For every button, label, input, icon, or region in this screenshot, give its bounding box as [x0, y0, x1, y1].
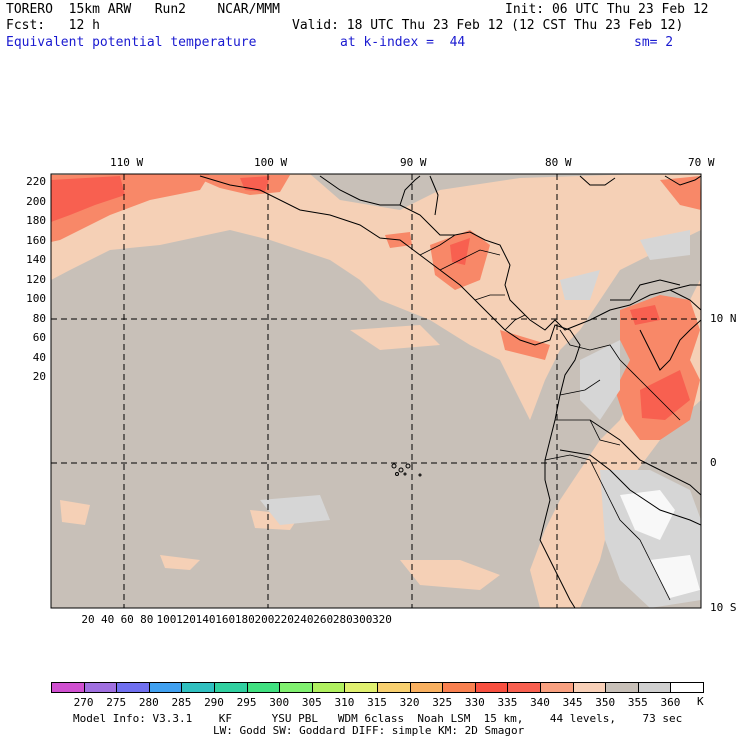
colorbar-swatch [214, 682, 248, 693]
x-tick-label: 100 [156, 613, 177, 626]
plot-frame [50, 173, 702, 609]
colorbar-swatch [572, 682, 607, 693]
colorbar-label: 325 [432, 696, 453, 709]
forecast-hour: Fcst: 12 h [6, 18, 100, 33]
smoothing-label: sm= 2 [634, 35, 674, 50]
colorbar-label: 295 [236, 696, 257, 709]
colorbar-swatch [311, 682, 346, 693]
model-title: TORERO 15km ARW Run2 NCAR/MMM [6, 2, 280, 17]
y-tick-label: 40 [32, 350, 46, 364]
x-tick-label: 140 [195, 613, 216, 626]
colorbar-label: 305 [301, 696, 322, 709]
lon-label-90w: 90 W [400, 156, 427, 169]
init-time: Init: 06 UTC Thu 23 Feb 12 [505, 2, 709, 17]
colorbar-swatch [507, 682, 541, 693]
x-tick-label: 20 [81, 613, 95, 626]
model-physics: LW: Godd SW: Goddard DIFF: simple KM: 2D… [213, 724, 525, 737]
lon-label-110w: 110 W [110, 156, 144, 169]
lat-label-10s: 10 S [710, 601, 737, 614]
colorbar-label: 340 [530, 696, 550, 709]
model-info: Model Info: V3.3.1 KF YSU PBL WDM 6class… [73, 712, 683, 725]
colorbar-label: 290 [204, 696, 224, 709]
colorbar-swatch [442, 682, 476, 693]
colorbar-swatch [670, 682, 704, 693]
y-tick-label: 220 [26, 175, 46, 188]
x-tick-label: 80 [140, 613, 154, 626]
y-tick-label: 200 [26, 194, 46, 208]
x-tick-label: 220 [274, 613, 294, 626]
x-tick-label: 280 [332, 613, 353, 626]
lat-label-10n: 10 N [710, 312, 737, 325]
theta-e-335-contours [51, 176, 690, 420]
lon-label-70w: 70 W [688, 156, 715, 169]
colorbar-label: 300 [269, 696, 290, 709]
colorbar-label: 310 [334, 696, 355, 709]
colorbar-swatch [279, 682, 313, 693]
colorbar-label: 360 [660, 696, 681, 709]
colorbar-label: 350 [595, 696, 616, 709]
colorbar-swatch [377, 682, 411, 693]
field-name: Equivalent potential temperature [6, 35, 257, 50]
valid-time: Valid: 18 UTC Thu 23 Feb 12 (12 CST Thu … [292, 18, 684, 33]
colorbar-swatch [474, 682, 509, 693]
x-tick-label: 60 [120, 613, 134, 626]
y-tick-label: 20 [32, 370, 46, 383]
x-tick-label: 260 [313, 613, 334, 626]
x-tick-label: 40 [100, 613, 115, 626]
colorbar-label: 345 [562, 696, 583, 709]
colorbar-label: 330 [464, 696, 485, 709]
y-tick-label: 100 [26, 292, 46, 305]
colorbar-label: 315 [367, 696, 387, 709]
y-tick-label: 80 [32, 311, 46, 325]
lon-label-80w: 80 W [545, 156, 572, 169]
level-label: at k-index = 44 [340, 35, 466, 50]
y-tick-label: 140 [26, 253, 46, 266]
y-tick-label: 120 [26, 272, 46, 286]
colorbar-swatch [83, 682, 118, 693]
colorbar-swatch [181, 682, 215, 693]
x-tick-label: 120 [176, 613, 196, 626]
colorbar-swatch [540, 682, 574, 693]
colorbar-unit: K [697, 695, 704, 708]
x-tick-label: 300 [352, 613, 373, 626]
colorbar-swatch [605, 682, 639, 693]
x-tick-label: 200 [254, 613, 275, 626]
colorbar-swatch [116, 682, 150, 693]
x-tick-label: 160 [215, 613, 236, 626]
y-tick-label: 180 [26, 214, 46, 227]
theta-e-355-contours [620, 490, 700, 598]
x-tick-label: 320 [372, 613, 392, 626]
colorbar-swatch [409, 682, 444, 693]
x-tick-label: 180 [234, 613, 255, 626]
colorbar-label: 285 [171, 696, 192, 709]
colorbar-label: 280 [138, 696, 159, 709]
colorbar-swatch [51, 682, 85, 693]
colorbar-label: 355 [627, 696, 648, 709]
coastlines [199, 175, 701, 608]
colorbar-label: 335 [497, 696, 518, 709]
x-tick-label: 240 [293, 613, 314, 626]
colorbar-label: 270 [73, 696, 94, 709]
lat-lon-grid [51, 174, 701, 608]
colorbar-label: 275 [106, 696, 127, 709]
colorbar-swatch [246, 682, 281, 693]
lat-label-0: 0 [710, 456, 717, 469]
colorbar-swatch [344, 682, 378, 693]
y-tick-label: 160 [26, 233, 46, 247]
colorbar-swatch [148, 682, 183, 693]
y-tick-label: 60 [32, 331, 46, 344]
country-borders [419, 234, 681, 601]
colorbar-label: 320 [399, 696, 420, 709]
colorbar-swatch [637, 682, 672, 693]
lon-label-100w: 100 W [254, 156, 288, 169]
